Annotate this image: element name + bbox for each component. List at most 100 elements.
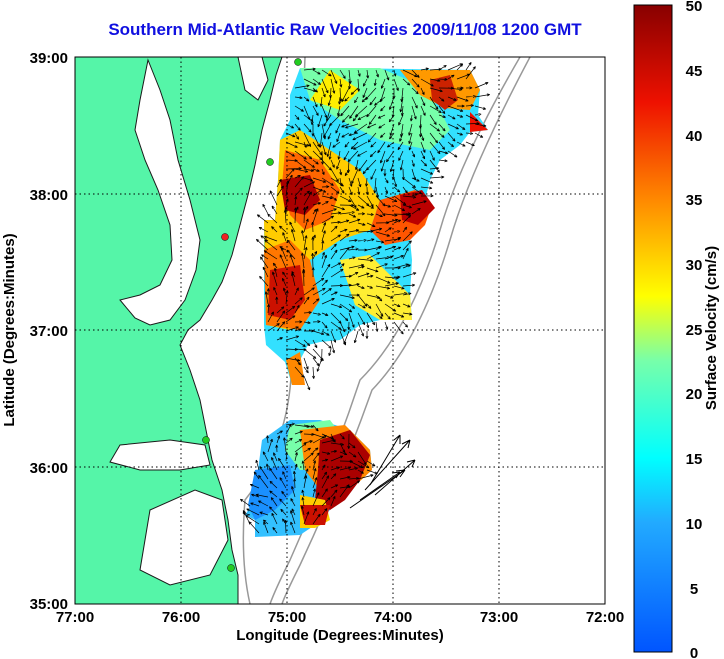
velocity-arrow bbox=[411, 207, 421, 215]
velocity-arrow bbox=[384, 321, 389, 330]
velocity-arrow bbox=[399, 159, 404, 171]
velocity-arrow bbox=[312, 186, 327, 193]
velocity-arrow bbox=[420, 67, 429, 71]
velocity-arrow bbox=[400, 105, 404, 117]
velocity-arrow bbox=[294, 150, 307, 160]
velocity-arrow bbox=[303, 181, 315, 188]
velocity-arrow bbox=[330, 291, 338, 296]
velocity-arrow bbox=[321, 458, 329, 462]
velocity-arrow bbox=[330, 321, 342, 330]
velocity-arrow bbox=[294, 339, 306, 347]
velocity-arrow bbox=[330, 159, 335, 168]
velocity-arrow bbox=[259, 511, 269, 516]
velocity-arrow bbox=[348, 303, 356, 309]
velocity-arrow bbox=[321, 339, 332, 349]
velocity-arrow bbox=[341, 114, 350, 123]
velocity-arrow bbox=[348, 195, 357, 209]
velocity-arrow bbox=[303, 447, 311, 453]
velocity-arrow bbox=[270, 497, 278, 507]
velocity-arrow bbox=[330, 220, 341, 224]
velocity-arrow bbox=[402, 212, 412, 216]
velocity-arrow bbox=[438, 64, 447, 71]
velocity-arrow bbox=[303, 168, 314, 172]
velocity-arrow bbox=[389, 96, 395, 110]
y-axis: 39:00 38:00 37:00 36:00 35:00 Latitude (… bbox=[1, 50, 68, 613]
velocity-arrow bbox=[279, 225, 287, 233]
velocity-arrow bbox=[393, 312, 405, 318]
velocity-arrow bbox=[348, 312, 355, 328]
velocity-arrow bbox=[393, 236, 402, 242]
velocity-arrow bbox=[276, 321, 286, 332]
velocity-arrow bbox=[375, 240, 385, 244]
velocity-arrow bbox=[330, 195, 338, 201]
velocity-arrow bbox=[275, 444, 279, 453]
velocity-arrow bbox=[408, 132, 413, 145]
velocity-arrow bbox=[303, 123, 312, 133]
velocity-arrow bbox=[300, 505, 305, 516]
velocity-arrow bbox=[339, 211, 355, 215]
velocity-arrow bbox=[316, 357, 323, 372]
pamlico-sound bbox=[139, 489, 229, 586]
velocity-arrow bbox=[339, 186, 345, 194]
velocity-arrow bbox=[255, 493, 269, 498]
velocity-arrow bbox=[303, 424, 314, 428]
y-tick-label: 36:00 bbox=[30, 460, 68, 477]
velocity-arrow bbox=[373, 177, 377, 194]
velocity-arrow bbox=[321, 240, 325, 251]
velocity-arrow bbox=[321, 254, 327, 269]
velocity-arrow bbox=[276, 306, 285, 314]
velocity-arrow bbox=[474, 132, 484, 138]
velocity-arrow bbox=[348, 186, 353, 196]
velocity-arrow bbox=[411, 87, 419, 95]
velocity-arrow bbox=[312, 150, 323, 161]
velocity-arrow bbox=[294, 297, 303, 305]
velocity-arrow bbox=[339, 177, 343, 186]
velocity-arrow bbox=[375, 294, 383, 302]
velocity-arrow bbox=[393, 255, 404, 260]
velocity-arrow bbox=[260, 235, 269, 242]
velocity-arrow bbox=[321, 330, 330, 336]
velocity-arrow bbox=[375, 276, 391, 284]
velocity-arrow bbox=[348, 229, 360, 233]
velocity-arrow bbox=[246, 508, 260, 516]
velocity-arrow bbox=[384, 69, 390, 81]
velocity-arrow bbox=[303, 339, 311, 347]
velocity-arrow bbox=[393, 177, 398, 188]
velocity-arrow bbox=[303, 287, 315, 296]
velocity-arrow bbox=[438, 159, 448, 163]
velocity-arrow bbox=[337, 150, 341, 160]
velocity-arrow bbox=[384, 186, 388, 194]
velocity-arrow bbox=[269, 467, 278, 480]
velocity-arrow bbox=[357, 212, 365, 216]
velocity-arrow bbox=[312, 277, 325, 287]
velocity-arrow bbox=[380, 78, 386, 89]
velocity-arrow bbox=[420, 194, 434, 198]
velocity-arrow bbox=[339, 321, 346, 333]
velocity-arrow bbox=[402, 204, 412, 209]
velocity-arrow bbox=[312, 320, 321, 324]
velocity-arrow bbox=[279, 477, 287, 489]
velocity-arrow bbox=[285, 141, 298, 148]
velocity-arrow bbox=[339, 484, 350, 498]
velocity-arrow bbox=[294, 196, 298, 206]
velocity-arrow bbox=[290, 498, 296, 507]
velocity-arrow bbox=[267, 213, 278, 224]
velocity-arrow bbox=[282, 271, 287, 278]
velocity-arrow bbox=[366, 252, 380, 260]
velocity-arrow bbox=[411, 159, 415, 167]
velocity-arrow bbox=[341, 123, 350, 128]
velocity-arrow bbox=[294, 287, 299, 296]
velocity-arrow bbox=[300, 252, 305, 269]
velocity-arrow bbox=[321, 251, 325, 260]
velocity-arrow bbox=[365, 331, 369, 339]
velocity-arrow bbox=[321, 78, 329, 94]
velocity-arrow bbox=[248, 521, 260, 534]
velocity-arrow bbox=[339, 442, 346, 453]
velocity-arrow bbox=[312, 251, 318, 260]
velocity-arrow bbox=[353, 123, 368, 134]
velocity-arrow bbox=[272, 262, 278, 269]
velocity-arrow bbox=[393, 78, 399, 91]
velocity-arrow bbox=[357, 272, 370, 278]
velocity-arrow bbox=[263, 250, 278, 260]
